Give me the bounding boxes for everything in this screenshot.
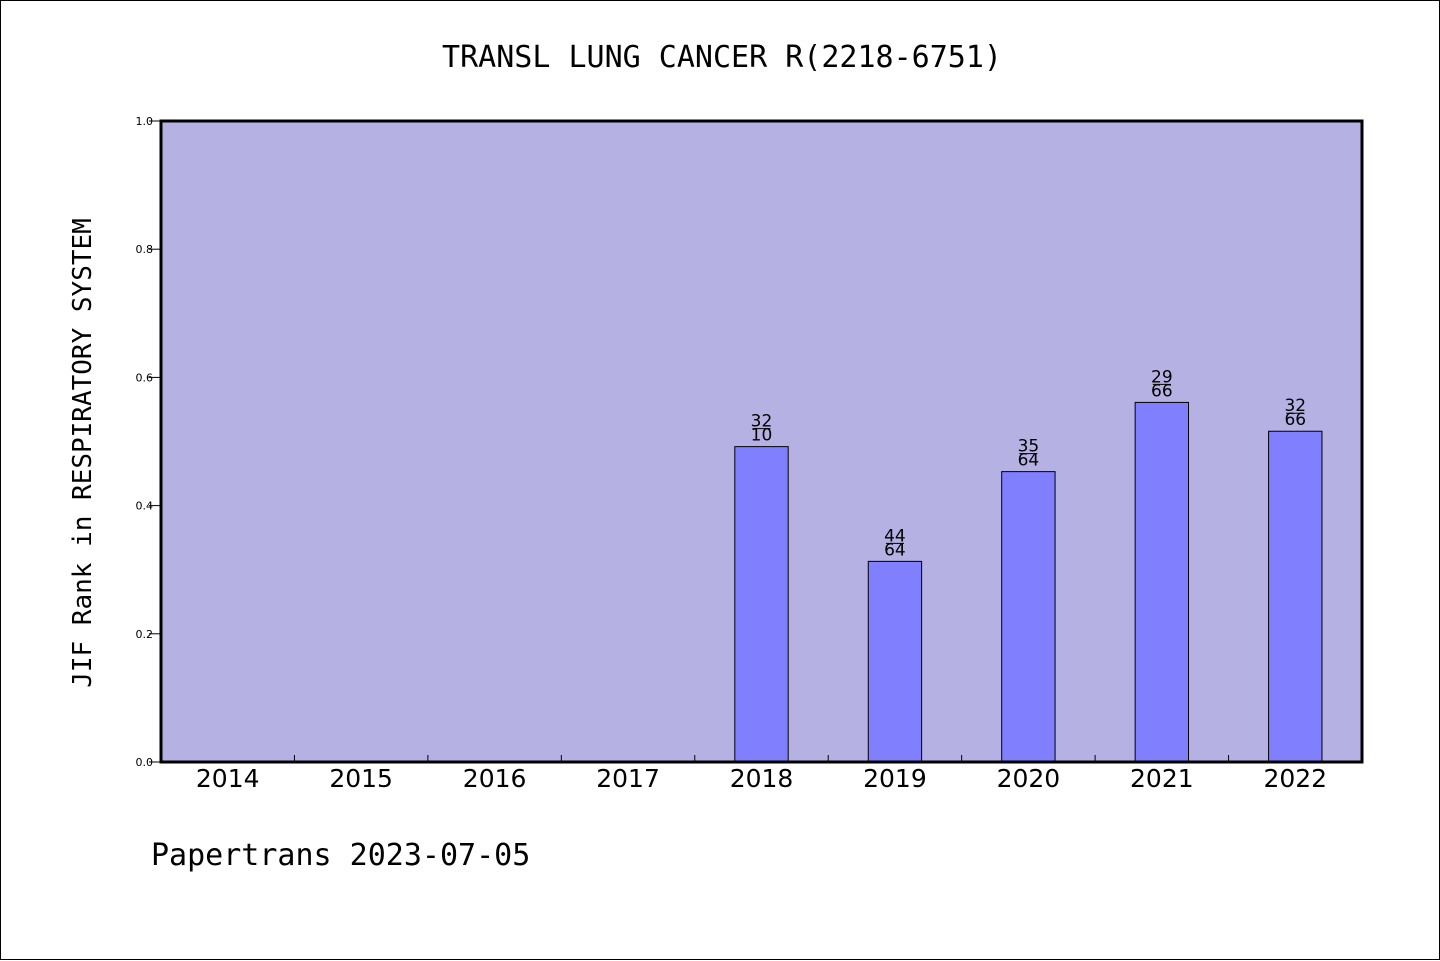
x-tick-label: 2022	[1263, 764, 1327, 793]
bar-label-top: 44	[884, 526, 906, 546]
x-tick-label: 2020	[997, 764, 1061, 793]
bar	[1134, 401, 1190, 763]
bar	[867, 560, 923, 763]
y-tick-label: 0.0	[136, 756, 154, 769]
bar-label-bottom: 64	[884, 540, 906, 560]
y-tick-label: 0.6	[136, 371, 154, 384]
x-tick-label: 2017	[596, 764, 660, 793]
bar-label-bottom: 64	[1018, 451, 1040, 471]
x-tick-label: 2018	[730, 764, 794, 793]
y-tick-label: 1.0	[136, 115, 154, 128]
x-tick-label: 2016	[463, 764, 527, 793]
bar-label-bottom: 66	[1284, 410, 1306, 430]
plot-border	[159, 119, 1364, 764]
bar-label-bottom: 10	[751, 426, 773, 446]
y-tick-label: 0.2	[136, 628, 154, 641]
y-axis-ticks: 0.0 0.2 0.4 0.6 0.8 1.0	[136, 115, 161, 769]
bar	[1268, 430, 1323, 763]
bar-label-top: 32	[751, 412, 773, 432]
bar-label-bottom: 66	[1151, 381, 1173, 401]
x-tick-label: 2019	[863, 764, 927, 793]
y-tick-label: 0.8	[136, 243, 154, 256]
bar-label-top: 32	[1284, 396, 1306, 416]
y-tick-label: 0.4	[136, 500, 154, 513]
y-axis-label: JIF Rank in RESPIRATORY SYSTEM	[68, 218, 98, 688]
x-tick-label: 2015	[329, 764, 393, 793]
footer-text: Papertrans 2023-07-05	[151, 838, 530, 873]
bar-label-top: 29	[1151, 367, 1173, 387]
bar	[1001, 471, 1056, 763]
x-tick-label: 2021	[1130, 764, 1194, 793]
chart-title: TRANSL LUNG CANCER R(2218-6751)	[442, 40, 1002, 75]
bar-label-top: 35	[1018, 437, 1040, 457]
x-axis-ticks: 2014 2015 2016 2017 2018 2019 2020 2021 2022	[196, 755, 1327, 793]
bar	[734, 446, 789, 763]
x-tick-label: 2014	[196, 764, 260, 793]
